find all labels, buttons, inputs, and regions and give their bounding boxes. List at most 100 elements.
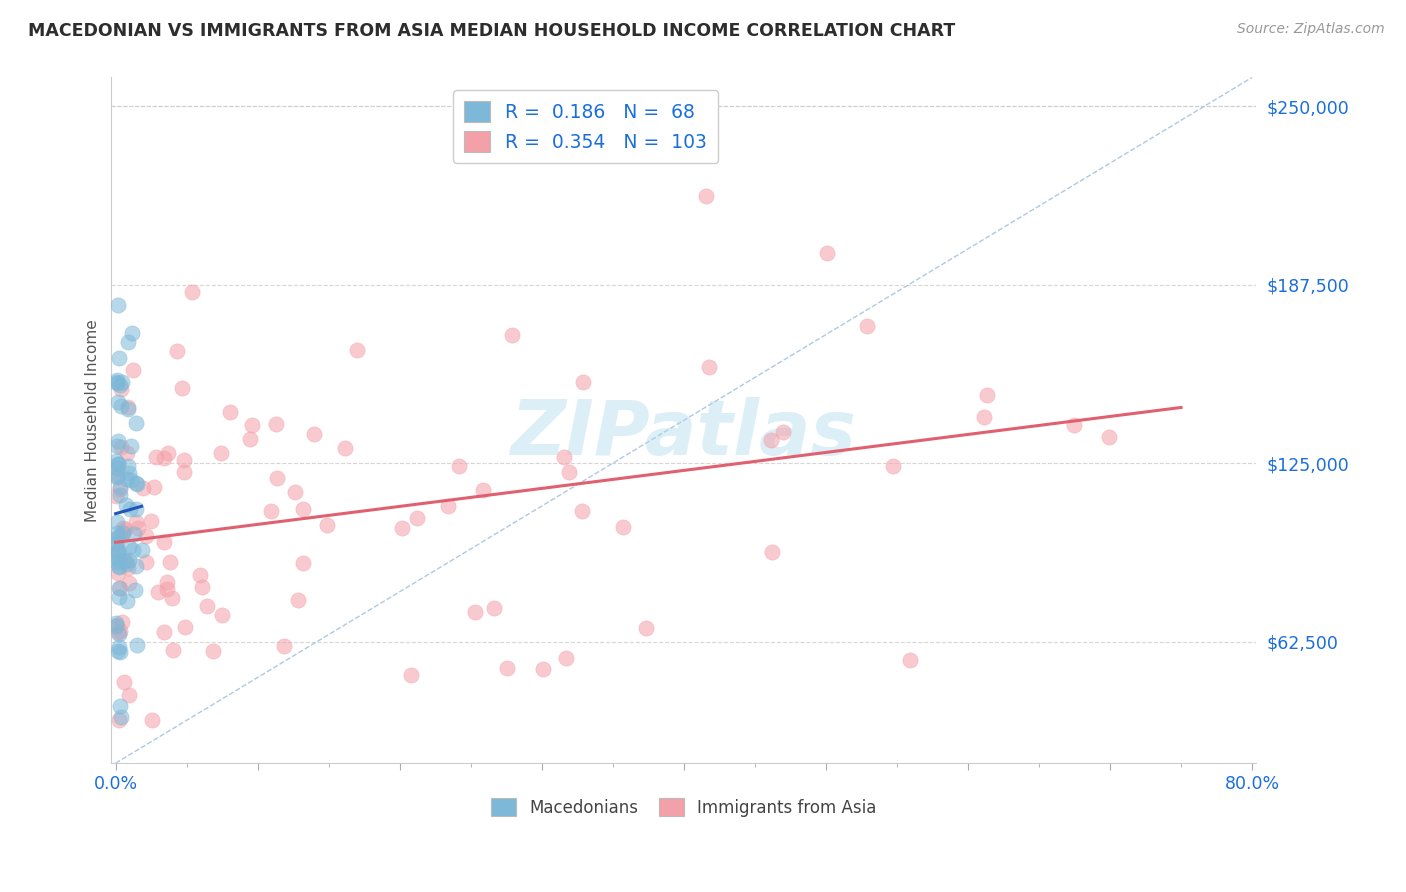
Point [112,675,135,690]
Point [108,590,131,604]
Point [108,624,131,639]
Point [115,555,138,569]
Point [107,559,129,574]
Point [555,651,578,665]
Point [108,488,131,502]
Point [399,668,422,682]
Point [197,599,219,614]
Point [120,502,142,516]
Point [333,442,356,456]
Point [107,546,129,560]
Point [108,529,131,543]
Point [107,298,129,312]
Legend: Macedonians, Immigrants from Asia: Macedonians, Immigrants from Asia [485,791,883,823]
Point [209,446,232,460]
Point [114,522,136,536]
Point [202,643,225,657]
Point [125,417,148,431]
Point [1097,430,1119,444]
Point [447,459,470,474]
Point [139,514,162,528]
Point [121,543,143,558]
Point [172,381,194,395]
Y-axis label: Median Household Income: Median Household Income [86,319,100,522]
Point [105,531,128,545]
Point [117,458,139,473]
Point [108,627,131,641]
Point [316,518,339,533]
Point [152,535,174,549]
Text: MACEDONIAN VS IMMIGRANTS FROM ASIA MEDIAN HOUSEHOLD INCOME CORRELATION CHART: MACEDONIAN VS IMMIGRANTS FROM ASIA MEDIA… [28,22,955,40]
Point [391,520,413,534]
Point [173,465,195,479]
Point [105,536,128,550]
Point [105,460,128,475]
Point [266,471,288,485]
Point [572,376,595,390]
Point [105,536,128,550]
Point [772,425,794,440]
Point [501,328,523,343]
Point [160,591,183,606]
Point [153,624,176,639]
Point [105,617,128,632]
Point [120,473,142,487]
Point [115,472,138,486]
Point [558,465,581,479]
Point [156,582,179,596]
Point [118,540,141,554]
Point [135,555,157,569]
Point [152,451,174,466]
Point [118,688,141,702]
Point [115,557,138,571]
Point [105,376,128,390]
Point [111,526,134,541]
Point [131,542,153,557]
Point [105,619,128,633]
Point [117,401,139,416]
Point [437,499,460,513]
Point [260,504,283,518]
Point [531,662,554,676]
Point [856,318,879,333]
Point [107,457,129,471]
Point [292,556,315,570]
Point [148,584,170,599]
Point [107,543,129,558]
Point [174,620,197,634]
Point [471,483,494,497]
Point [115,446,138,460]
Point [105,526,128,541]
Point [105,489,128,503]
Point [125,559,148,574]
Point [107,542,129,557]
Point [105,468,128,483]
Point [181,285,204,299]
Point [612,520,634,534]
Point [156,574,179,589]
Point [108,482,131,496]
Point [108,480,131,494]
Point [125,476,148,491]
Point [482,600,505,615]
Point [108,581,131,595]
Point [117,561,139,575]
Point [284,484,307,499]
Point [107,549,129,563]
Point [132,482,155,496]
Point [127,477,149,491]
Point [125,501,148,516]
Point [108,377,131,392]
Point [108,645,131,659]
Point [104,453,127,467]
Point [634,621,657,635]
Point [107,624,129,639]
Text: ZIPatlas: ZIPatlas [510,397,856,471]
Point [157,446,180,460]
Point [105,373,128,387]
Point [264,417,287,432]
Point [105,375,128,389]
Point [107,566,129,580]
Point [105,439,128,453]
Point [1063,417,1085,432]
